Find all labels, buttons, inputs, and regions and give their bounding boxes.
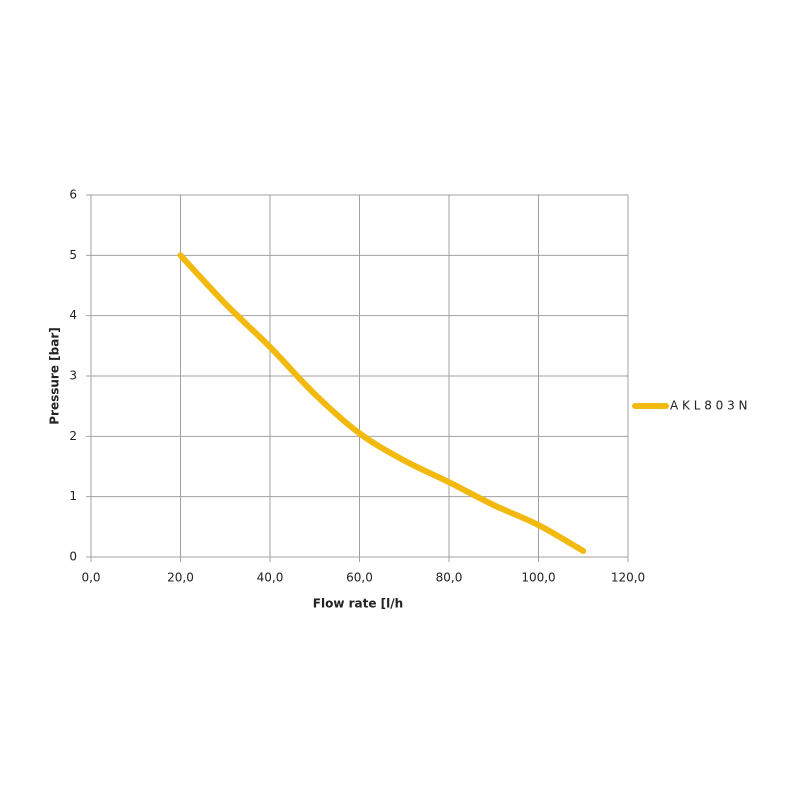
- x-tick-label: 0,0: [81, 571, 100, 585]
- y-tick-label: 6: [69, 188, 77, 202]
- x-tick-label: 60,0: [346, 571, 373, 585]
- y-tick-label: 3: [69, 369, 77, 383]
- y-tick-label: 0: [69, 550, 77, 564]
- x-tick-label: 100,0: [521, 571, 555, 585]
- y-tick-label: 2: [69, 429, 77, 443]
- x-tick-label: 40,0: [257, 571, 284, 585]
- x-axis-title: Flow rate [l/h: [313, 597, 403, 611]
- x-tick-label: 80,0: [436, 571, 463, 585]
- y-tick-label: 1: [69, 489, 77, 503]
- plot-border: [90, 194, 629, 558]
- legend-label: A K L 8 0 3 N: [670, 399, 748, 413]
- y-axis-title: Pressure [bar]: [48, 327, 62, 425]
- y-tick-label: 4: [69, 308, 77, 322]
- data-line: [177, 252, 587, 554]
- y-tick-label: 5: [69, 248, 77, 262]
- x-tick-label: 20,0: [167, 571, 194, 585]
- x-tick-label: 120,0: [611, 571, 645, 585]
